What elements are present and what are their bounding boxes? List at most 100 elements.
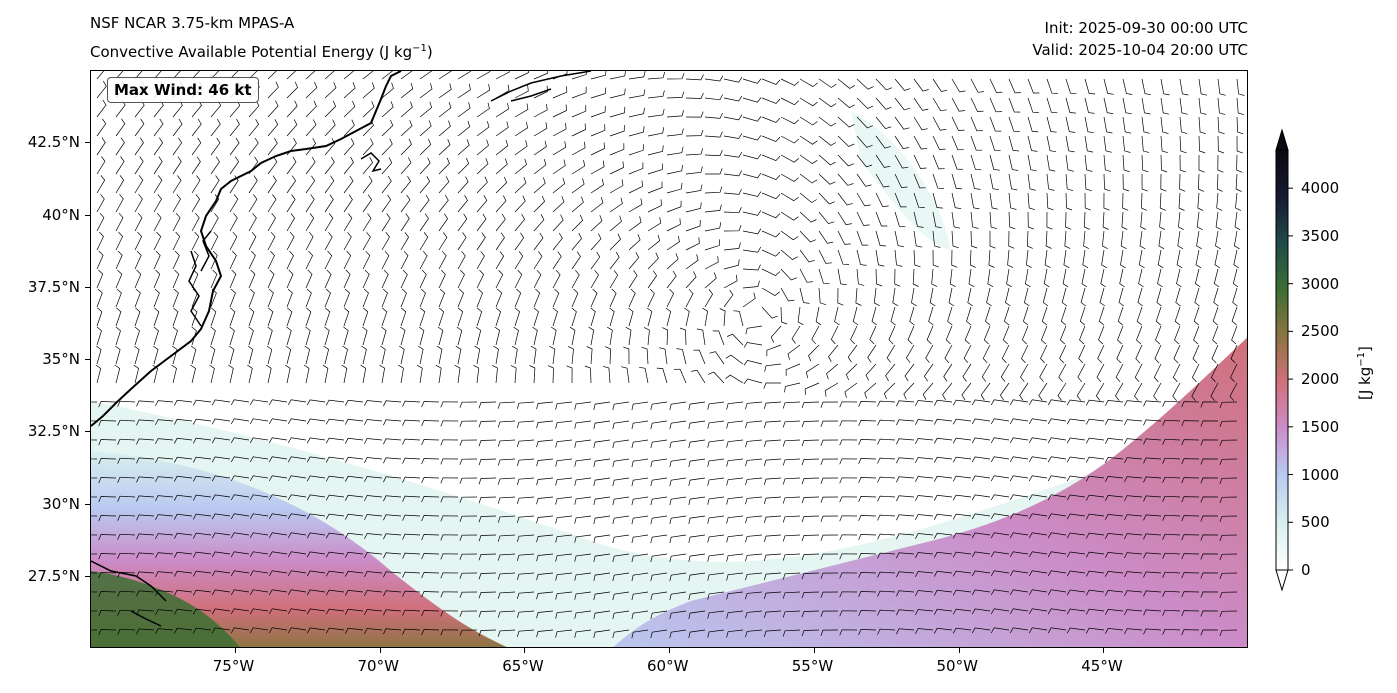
wind-barb (1124, 533, 1143, 540)
wind-barb (839, 420, 858, 427)
wind-barb (1077, 363, 1086, 383)
wind-barb (820, 420, 839, 427)
wind-barb (1008, 230, 1015, 249)
wind-barb (1143, 419, 1162, 426)
colorbar-tick-label: 2000 (1301, 370, 1340, 389)
wind-barb (210, 156, 220, 175)
wind-barb (1179, 116, 1188, 134)
wind-barb (249, 399, 269, 406)
wind-barb (612, 610, 630, 620)
wind-barb (211, 532, 231, 539)
wind-barb (324, 100, 337, 118)
wind-barb (459, 420, 478, 427)
wind-barb (533, 195, 546, 213)
wind-barb (287, 399, 307, 406)
wind-barb (593, 458, 611, 467)
wind-barb (989, 135, 1001, 152)
wind-barb (192, 608, 212, 615)
wind-barb (1122, 97, 1132, 115)
cape-shade-south-west (91, 451, 507, 647)
wind-barb (381, 250, 390, 270)
wind-barb (419, 120, 432, 137)
wind-barb (590, 270, 599, 289)
wind-barb (536, 534, 554, 543)
wind-barb (609, 161, 624, 175)
wind-barb (1193, 325, 1200, 345)
wind-barb (1173, 344, 1181, 364)
wind-barb (1085, 418, 1105, 425)
wind-barb (173, 475, 193, 482)
wind-barb (726, 420, 744, 429)
wind-barb (459, 629, 478, 636)
wind-barb (533, 122, 548, 137)
wind-barb (192, 513, 212, 520)
wind-barb (1122, 78, 1133, 95)
wind-barb (516, 534, 535, 543)
wind-barb (1047, 456, 1067, 463)
wind-barb (647, 252, 659, 270)
wind-barb (1084, 211, 1091, 230)
wind-barb (362, 326, 368, 346)
wind-barb (478, 439, 497, 447)
wind-barb (818, 192, 835, 205)
wind-barb (952, 608, 972, 615)
wind-barb (552, 251, 562, 270)
wind-barb (440, 553, 459, 560)
wind-barb (248, 288, 255, 308)
wind-barb (555, 420, 573, 429)
wind-barb (98, 610, 117, 617)
wind-barb (530, 345, 537, 365)
wind-barb (590, 160, 605, 175)
wind-barb (249, 418, 269, 425)
wind-barb (791, 325, 801, 344)
wind-barb (303, 364, 310, 384)
wind-barb (818, 154, 836, 166)
wind-barb (249, 551, 269, 558)
wind-barb (136, 590, 155, 597)
wind-barb (1085, 475, 1105, 482)
wind-barb (709, 351, 725, 365)
wind-barb (173, 551, 193, 558)
wind-barb (114, 364, 121, 384)
wind-barb (96, 99, 107, 118)
wind-barb (516, 553, 535, 562)
wind-barb (459, 439, 478, 446)
wind-barb (421, 610, 440, 617)
wind-barb (612, 534, 630, 544)
wind-barb (493, 345, 499, 365)
wind-barb (801, 515, 820, 523)
wind-barb (286, 231, 295, 251)
wind-barb (896, 533, 915, 540)
wind-barb (761, 135, 781, 142)
wind-barb (1181, 610, 1200, 617)
wind-barb (574, 629, 592, 638)
wind-barb (1124, 609, 1143, 616)
wind-barb (211, 456, 231, 463)
wind-barb (1141, 154, 1149, 173)
wind-barb (172, 137, 183, 156)
wind-barb (547, 365, 554, 384)
wind-barb (400, 194, 411, 213)
wind-barb (723, 207, 742, 214)
wind-barb (567, 346, 574, 365)
wind-barb (628, 107, 645, 118)
wind-barb (656, 367, 668, 384)
lon-tick-mark (379, 648, 381, 653)
wind-barb (152, 364, 158, 384)
wind-barb (1028, 418, 1048, 425)
wind-barb (533, 214, 545, 232)
wind-barb (497, 572, 516, 580)
wind-barb (931, 268, 938, 287)
wind-barb (155, 438, 174, 445)
wind-barb (1083, 230, 1090, 249)
wind-barb (839, 515, 858, 522)
wind-barb (1008, 154, 1019, 171)
wind-barb (552, 232, 563, 251)
wind-barb (362, 82, 375, 99)
wind-barb (533, 103, 548, 118)
wind-barb (858, 591, 877, 598)
wind-barb (933, 608, 953, 615)
wind-barb (787, 344, 801, 360)
wind-barb (685, 166, 703, 175)
wind-barb (324, 71, 335, 80)
